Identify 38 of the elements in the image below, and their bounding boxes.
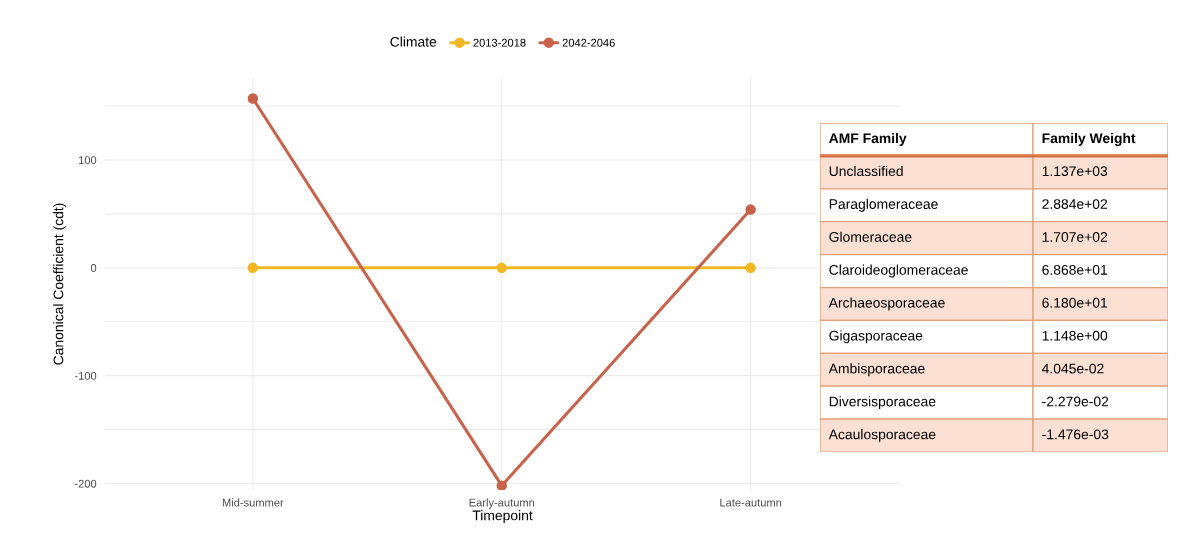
legend-label: 2013-2018 — [473, 38, 526, 47]
point — [496, 262, 507, 274]
text: -2.279e-02 — [1042, 396, 1109, 407]
point — [745, 204, 756, 215]
text: 1.137e+03 — [1042, 166, 1108, 177]
x-tick-label: Mid-summer — [222, 498, 284, 507]
annotation: Archaeosporaceae — [828, 297, 945, 311]
annotation: Acaulosporaceae — [828, 429, 936, 443]
y-tick-label: 100 — [78, 156, 97, 165]
x-tick-label: Early-autumn — [469, 498, 535, 509]
y-tick-label: 0 — [90, 264, 97, 272]
point — [745, 262, 756, 274]
x-tick-label: Late-autumn — [720, 498, 782, 507]
annotation: Unclassified — [829, 165, 903, 177]
annotation: Diversisporaceae — [829, 396, 936, 410]
text: 1.707e+02 — [1042, 232, 1108, 242]
point — [247, 262, 259, 274]
y-tick-label: -200 — [74, 479, 97, 488]
y-tick-label: -100 — [74, 371, 97, 380]
text: -1.476e-03 — [1042, 429, 1109, 440]
text: 4.045e-02 — [1041, 363, 1104, 374]
text: 6.868e+01 — [1042, 264, 1108, 275]
y-axis-title: Canonical Coefficient (cdt) — [53, 203, 67, 365]
annotation: Glomeraceae — [829, 231, 912, 242]
text: Family Weight — [1042, 132, 1136, 146]
text: 6.180e+01 — [1042, 297, 1108, 308]
point — [496, 480, 507, 490]
legend-label: 2042-2046 — [562, 38, 615, 47]
annotation: Paraglomeraceae — [829, 198, 938, 212]
text: 1.148e+00 — [1042, 330, 1108, 341]
annotation: Claroideoglomeraceae — [829, 264, 968, 278]
x-axis-title: Timepoint — [472, 510, 533, 524]
annotation: Ambisporaceae — [828, 363, 925, 377]
annotation: Gigasporaceae — [829, 330, 923, 344]
annotation: AMF Family — [829, 132, 907, 146]
text: 2.884e+02 — [1042, 199, 1108, 209]
point — [247, 93, 259, 104]
legend-title: Climate — [390, 36, 437, 47]
